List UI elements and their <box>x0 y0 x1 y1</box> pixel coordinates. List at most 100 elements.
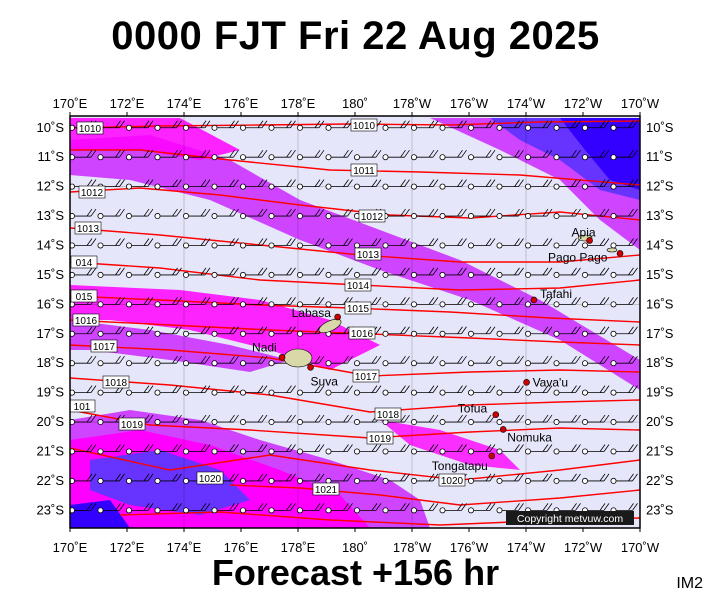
isobar-label: 1021 <box>312 482 340 496</box>
wind-barb <box>211 326 239 337</box>
isobar-label: 1015 <box>344 301 372 315</box>
wind-barb <box>582 179 610 190</box>
wind-barb <box>496 267 524 278</box>
svg-text:1010: 1010 <box>79 124 102 135</box>
wind-barb <box>496 473 524 484</box>
wind-barb <box>353 238 382 249</box>
place-markers: Apia Pago Pago Tafahi Labasa Nadi Suva Vava'u T… <box>252 225 624 473</box>
island-vanua-levu <box>318 318 342 334</box>
wind-barb <box>410 385 439 396</box>
wind-barb <box>97 297 125 308</box>
wind-barb <box>211 149 239 161</box>
wind-barb <box>353 179 382 190</box>
latitude-labels-right: 10˚S 11˚S 12˚S 13˚S 14˚S 15˚S 16˚S 17˚S 18˚S 19˚S… <box>646 120 674 518</box>
wind-barb <box>496 120 524 131</box>
wind-barb <box>126 444 154 455</box>
wind-barb <box>553 297 581 308</box>
isobar-label: 1014 <box>344 278 372 292</box>
wind-barb <box>467 149 496 161</box>
svg-text:1020: 1020 <box>441 476 464 487</box>
wind-barb <box>439 414 467 426</box>
svg-text:1011: 1011 <box>353 166 375 177</box>
wind-barbs <box>70 120 638 514</box>
wind-barb <box>496 238 524 249</box>
wind-barb <box>610 120 638 131</box>
longitude-label: 174˚W <box>507 96 546 111</box>
wind-barb <box>325 414 353 426</box>
isobar-label: 1016 <box>348 326 376 340</box>
latitude-label: 21˚S <box>646 443 674 458</box>
wind-barb <box>382 473 410 484</box>
place-marker <box>492 411 500 419</box>
isobar-label: 1010 <box>350 118 378 132</box>
place-label: Apia <box>572 225 596 239</box>
map-plot-area: Apia Pago Pago Tafahi Labasa Nadi Suva Vava'u T… <box>70 116 640 528</box>
wind-barb <box>211 120 239 131</box>
wind-barb <box>325 385 353 396</box>
latitude-label: 15˚S <box>37 267 65 282</box>
wind-barb <box>211 208 239 220</box>
place-label: Tafahi <box>540 287 572 301</box>
wind-barb <box>610 444 638 455</box>
wind-barb <box>126 238 154 249</box>
wind-barb <box>97 444 125 455</box>
wind-barb <box>382 149 410 161</box>
latitude-label: 20˚S <box>646 414 674 429</box>
wind-barb <box>239 473 268 484</box>
wind-barb <box>353 503 382 514</box>
wind-barb <box>154 355 182 367</box>
wind-barb <box>325 149 353 161</box>
wind-barb <box>182 297 211 308</box>
svg-text:1015: 1015 <box>347 304 370 315</box>
wind-barb <box>439 149 467 161</box>
latitude-label: 10˚S <box>646 120 674 135</box>
isobar-label: 1012 <box>358 209 386 223</box>
wind-barb <box>496 385 524 396</box>
longitude-label: 172˚E <box>110 96 145 111</box>
wind-barb <box>582 120 610 131</box>
wind-barb <box>496 297 524 308</box>
wind-barb <box>97 149 125 161</box>
place-marker <box>616 250 624 257</box>
svg-text:1018: 1018 <box>377 410 400 421</box>
rain-band-top-right-core <box>560 118 640 190</box>
longitude-label: 170˚W <box>621 96 660 111</box>
wind-barb <box>239 385 268 396</box>
isobar-label: 1012 <box>78 185 106 199</box>
wind-barb <box>353 355 382 367</box>
wind-barb <box>496 149 524 161</box>
wind-barb <box>467 297 496 308</box>
wind-barb <box>239 444 268 455</box>
wind-barb <box>525 208 553 220</box>
place-marker <box>530 296 538 304</box>
wind-barb <box>553 267 581 278</box>
wind-barb <box>268 444 296 455</box>
island-viti-levu <box>283 348 313 368</box>
wind-barb <box>325 444 353 455</box>
wind-barb <box>239 355 268 367</box>
isobar-label: 1011 <box>350 163 378 177</box>
longitude-label: 172˚E <box>110 540 145 555</box>
wind-barb <box>296 503 325 514</box>
wind-barb <box>410 149 439 161</box>
latitude-label: 19˚S <box>646 385 674 400</box>
svg-text:1019: 1019 <box>121 420 144 431</box>
latitude-label: 13˚S <box>646 208 674 223</box>
wind-barb <box>325 238 353 249</box>
svg-text:1021: 1021 <box>315 485 338 496</box>
longitude-label: 174˚W <box>507 540 546 555</box>
latitude-label: 22˚S <box>646 473 674 488</box>
wind-barb <box>582 238 610 249</box>
place-marker <box>307 364 314 371</box>
latitude-label: 17˚S <box>37 326 65 341</box>
wind-barb <box>239 326 268 337</box>
wind-barb <box>525 238 553 249</box>
wind-barb <box>496 414 524 426</box>
longitude-label: 178˚E <box>281 540 316 555</box>
rain-band-bottom-core <box>70 500 130 528</box>
longitude-label: 178˚W <box>393 540 432 555</box>
wind-barb <box>410 238 439 249</box>
wind-barb <box>525 179 553 190</box>
wind-barb <box>211 238 239 249</box>
wind-barb <box>126 385 154 396</box>
